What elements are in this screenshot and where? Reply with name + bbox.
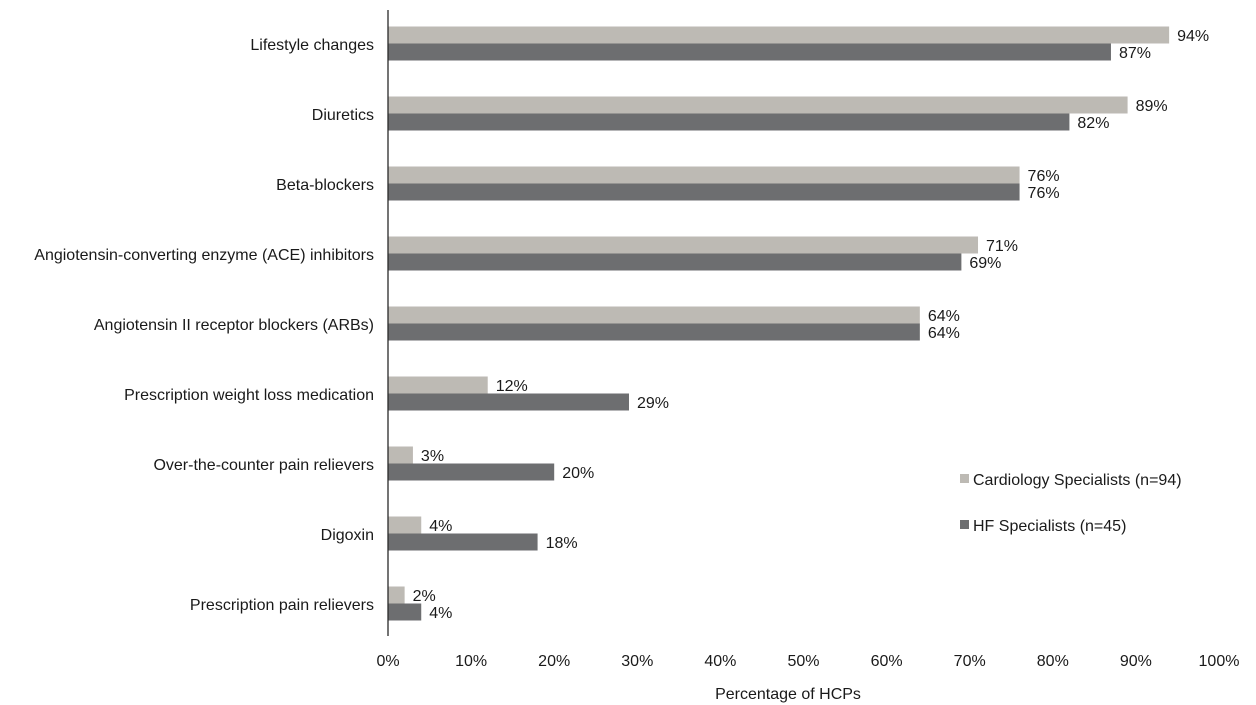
bar-hf-specialists-prescription-pain-relievers [388,603,422,621]
bars-group [388,26,1170,621]
category-label-prescription-weight-loss-medication: Prescription weight loss medication [124,387,374,404]
legend-label-cardiology-specialists: Cardiology Specialists (n=94) [973,472,1182,489]
x-tick-label: 30% [621,653,653,670]
bar-cardiology-specialists-over-the-counter-pain-relievers [388,446,413,464]
legend: Cardiology Specialists (n=94) HF Speciali… [960,472,1182,535]
value-label: 89% [1136,98,1168,115]
value-label: 76% [1028,185,1060,202]
bar-cardiology-specialists-prescription-pain-relievers [388,586,405,604]
x-tick-label: 90% [1120,653,1152,670]
x-tick-label: 20% [538,653,570,670]
labels-group: Lifestyle changes 94% 87% Diuretics 89% 82% Be… [34,28,1209,622]
bar-cardiology-specialists-prescription-weight-loss-medication [388,376,488,394]
value-label: 4% [429,518,452,535]
bar-cardiology-specialists-angiotensin-ii-receptor-blockers-arbs [388,306,920,324]
value-label: 64% [928,308,960,325]
value-label: 64% [928,325,960,342]
value-label: 87% [1119,45,1151,62]
x-tick-label: 10% [455,653,487,670]
value-label: 12% [496,378,528,395]
bar-hf-specialists-beta-blockers [388,183,1020,201]
value-label: 4% [429,605,452,622]
value-label: 94% [1177,28,1209,45]
value-label: 3% [421,448,444,465]
bar-cardiology-specialists-beta-blockers [388,166,1020,184]
value-label: 2% [413,588,436,605]
category-label-over-the-counter-pain-relievers: Over-the-counter pain relievers [153,457,374,474]
x-tick-label: 50% [787,653,819,670]
legend-swatch-hf-specialists [960,520,969,529]
value-label: 82% [1077,115,1109,132]
x-tick-label: 100% [1199,653,1240,670]
x-axis-title: Percentage of HCPs [715,686,861,703]
bar-hf-specialists-lifestyle-changes [388,43,1111,61]
bar-cardiology-specialists-lifestyle-changes [388,26,1170,44]
category-label-diuretics: Diuretics [312,107,374,124]
value-label: 29% [637,395,669,412]
category-label-lifestyle-changes: Lifestyle changes [250,37,374,54]
x-tick-label: 0% [376,653,399,670]
bar-cardiology-specialists-angiotensin-converting-enzyme-ace-inhibitors [388,236,979,254]
category-label-digoxin: Digoxin [321,527,374,544]
bar-hf-specialists-digoxin [388,533,538,551]
x-tick-label: 70% [954,653,986,670]
x-ticks-group: 0% 10% 20% 30% 40% 50% 60% 70% 80% 90% 100% [376,653,1239,670]
value-label: 18% [546,535,578,552]
category-label-prescription-pain-relievers: Prescription pain relievers [190,597,374,614]
bar-hf-specialists-angiotensin-ii-receptor-blockers-arbs [388,323,920,341]
legend-label-hf-specialists: HF Specialists (n=45) [973,518,1126,535]
bar-cardiology-specialists-digoxin [388,516,422,534]
value-label: 20% [562,465,594,482]
value-label: 76% [1028,168,1060,185]
bar-hf-specialists-over-the-counter-pain-relievers [388,463,555,481]
value-label: 69% [969,255,1001,272]
category-label-beta-blockers: Beta-blockers [276,177,374,194]
bar-hf-specialists-angiotensin-converting-enzyme-ace-inhibitors [388,253,962,271]
x-tick-label: 80% [1037,653,1069,670]
category-label-angiotensin-ii-receptor-blockers-arbs: Angiotensin II receptor blockers (ARBs) [94,317,374,334]
category-label-angiotensin-converting-enzyme-ace-inhibitors: Angiotensin-converting enzyme (ACE) inhi… [34,247,374,264]
x-tick-label: 60% [871,653,903,670]
bar-cardiology-specialists-diuretics [388,96,1128,114]
bar-hf-specialists-prescription-weight-loss-medication [388,393,629,411]
value-label: 71% [986,238,1018,255]
legend-swatch-cardiology-specialists [960,474,969,483]
x-tick-label: 40% [704,653,736,670]
bar-hf-specialists-diuretics [388,113,1070,131]
